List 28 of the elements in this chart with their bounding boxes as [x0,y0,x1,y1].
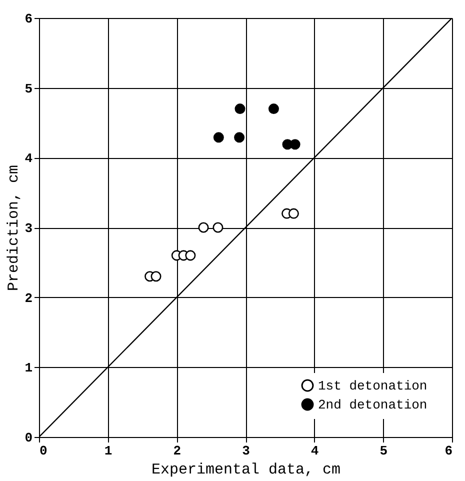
point [213,132,224,143]
point [288,208,299,219]
x-tick-label: 3 [242,444,250,458]
point [212,222,224,233]
legend-label: 1st detonation [318,378,428,394]
x-tick-label: 0 [40,444,48,458]
x-tick-label: 5 [380,444,388,458]
y-axis-title: Prediction, cm [6,164,23,292]
point [268,104,279,114]
point [290,139,300,150]
point [150,271,162,282]
x-tick-label: 1 [104,444,112,458]
point [185,250,196,261]
point [234,104,246,114]
x-tick-label: 2 [173,444,182,458]
point [198,222,209,233]
x-tick-label: 4 [310,444,319,458]
x-tick-label: 6 [444,444,453,458]
point [234,132,245,143]
y-tick-label: 2 [24,290,33,306]
y-tick-label: 6 [24,12,33,26]
x-axis-title: Experimental data, cm [151,462,341,478]
legend-label: 2nd detonation [318,398,428,412]
y-tick-label: 3 [24,221,33,236]
y-tick-label: 0 [24,430,33,446]
y-tick-label: 4 [24,151,33,166]
y-tick-label: 5 [24,81,33,96]
y-tick-label: 1 [24,360,33,376]
